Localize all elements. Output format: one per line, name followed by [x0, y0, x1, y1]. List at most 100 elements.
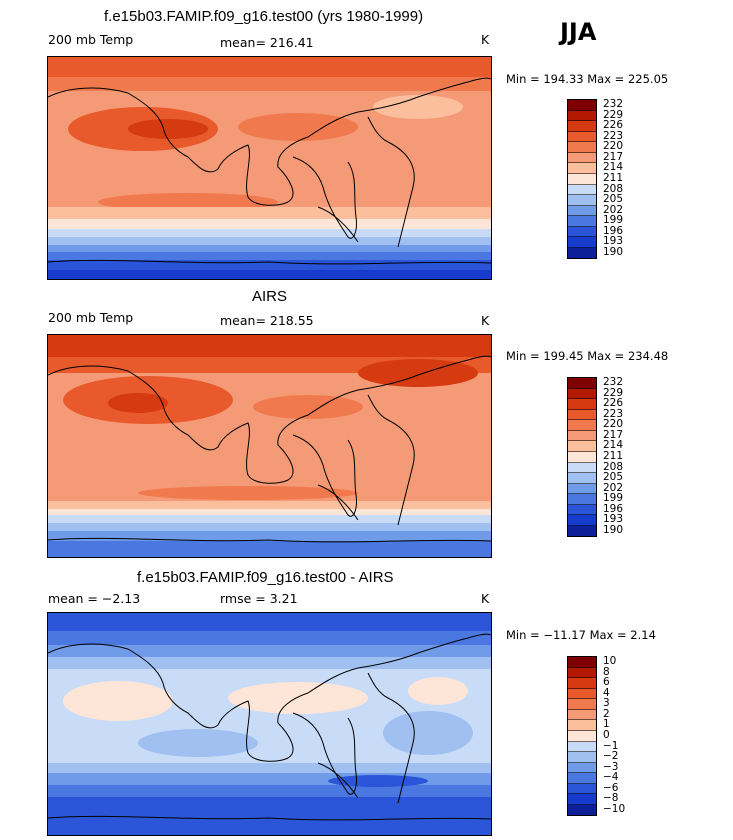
colorbar-label: 226: [603, 119, 624, 132]
panel2-variable-label: 200 mb Temp: [48, 310, 134, 325]
panel1-colorbar-swatch: [568, 152, 596, 164]
panel2-colorbar-swatch: [568, 525, 596, 537]
panel2-colorbar-swatch: [568, 441, 596, 452]
panel3-minmax: Min = −11.17 Max = 2.14: [506, 628, 656, 642]
colorbar-label: 217: [603, 428, 624, 441]
panel2-colorbar: [567, 377, 597, 538]
colorbar-label: 223: [603, 129, 624, 142]
colorbar-label: 211: [603, 449, 624, 462]
colorbar-label: 202: [603, 203, 624, 216]
panel3-colorbar-swatch: [568, 720, 596, 731]
colorbar-label: 229: [603, 108, 624, 121]
colorbar-label: 220: [603, 418, 624, 431]
colorbar-label: −4: [603, 771, 619, 784]
colorbar-label: 10: [603, 655, 617, 667]
colorbar-label: 2: [603, 707, 610, 720]
colorbar-label: 199: [603, 214, 624, 227]
colorbar-label: 217: [603, 150, 624, 163]
panel3-title: f.e15b03.FAMIP.f09_g16.test00 - AIRS: [137, 569, 394, 586]
panel2-colorbar-swatch: [568, 494, 596, 505]
panel1-mean-label: mean= 216.41: [220, 35, 314, 50]
panel2-colorbar-swatch: [568, 399, 596, 410]
colorbar-label: 193: [603, 513, 624, 526]
colorbar-label: 232: [603, 376, 624, 388]
colorbar-label: 205: [603, 471, 624, 484]
panel3-difference-map: [47, 612, 492, 836]
panel2-colorbar-swatch: [568, 430, 596, 442]
panel3-colorbar-swatch: [568, 709, 596, 721]
colorbar-label: 0: [603, 728, 610, 741]
panel2-colorbar-swatch: [568, 473, 596, 484]
panel3-colorbar-swatch: [568, 667, 596, 679]
panel3-colorbar-swatch: [568, 762, 596, 774]
panel3-unit-label: K: [481, 591, 490, 606]
colorbar-label: −1: [603, 739, 619, 752]
panel1-colorbar-swatch: [568, 173, 596, 185]
panel2-colorbar-labels: 232 229 226 223 220 217 214 211 208 205 …: [603, 377, 623, 535]
colorbar-label: 211: [603, 171, 624, 184]
colorbar-label: 3: [603, 697, 610, 710]
panel3-colorbar-swatch: [568, 752, 596, 763]
colorbar-label: −6: [603, 781, 619, 794]
panel1-colorbar-swatch: [568, 142, 596, 153]
panel1-model-temperature-map: [47, 56, 492, 280]
panel1-unit-label: K: [481, 32, 490, 47]
colorbar-label: 223: [603, 407, 624, 420]
colorbar-label: 229: [603, 386, 624, 399]
panel1-colorbar-swatch: [568, 216, 596, 227]
colorbar-label: 208: [603, 460, 624, 473]
colorbar-label: 190: [603, 523, 624, 536]
colorbar-label: 232: [603, 98, 624, 110]
panel3-mean-label: mean = −2.13: [48, 591, 141, 606]
colorbar-label: −3: [603, 760, 619, 773]
panel2-colorbar-swatch: [568, 420, 596, 431]
panel1-colorbar-swatch: [568, 195, 596, 206]
panel2-colorbar-swatch: [568, 515, 596, 526]
panel3-colorbar-swatch: [568, 688, 596, 700]
colorbar-label: 6: [603, 676, 610, 689]
panel2-colorbar-swatch: [568, 504, 596, 516]
panel1-variable-label: 200 mb Temp: [48, 32, 134, 47]
colorbar-label: 4: [603, 686, 610, 699]
panel1-colorbar-swatch: [568, 184, 596, 196]
colorbar-label: 199: [603, 492, 624, 505]
panel3-colorbar-swatch: [568, 773, 596, 784]
colorbar-label: 190: [603, 245, 624, 258]
panel1-colorbar-swatch: [568, 131, 596, 143]
colorbar-label: 214: [603, 161, 624, 174]
panel2-minmax: Min = 199.45 Max = 234.48: [506, 349, 669, 363]
panel2-colorbar-swatch: [568, 388, 596, 400]
colorbar-label: 220: [603, 140, 624, 153]
panel3-colorbar-swatch: [568, 657, 596, 668]
panel1-colorbar-swatch: [568, 247, 596, 259]
panel1-colorbar-swatch: [568, 110, 596, 122]
panel3-colorbar-labels: 10 8 6 4 3 2 1 0 −1 −2 −3 −4 −6 −8 −10: [603, 656, 625, 814]
panel3-colorbar-swatch: [568, 730, 596, 742]
panel1-colorbar: [567, 99, 597, 260]
panel1-colorbar-swatch: [568, 226, 596, 238]
panel1-colorbar-swatch: [568, 100, 596, 111]
colorbar-label: −10: [603, 802, 626, 815]
panel3-rmse-label: rmse = 3.21: [220, 591, 298, 606]
panel2-colorbar-swatch: [568, 462, 596, 474]
panel2-colorbar-swatch: [568, 409, 596, 421]
colorbar-label: 226: [603, 397, 624, 410]
colorbar-label: 196: [603, 224, 624, 237]
colorbar-label: 193: [603, 235, 624, 248]
colorbar-label: 205: [603, 193, 624, 206]
panel2-mean-label: mean= 218.55: [220, 313, 314, 328]
panel1-colorbar-labels: 232 229 226 223 220 217 214 211 208 205 …: [603, 99, 623, 257]
colorbar-label: 8: [603, 665, 610, 678]
panel1-colorbar-swatch: [568, 121, 596, 132]
panel3-colorbar-swatch: [568, 678, 596, 689]
colorbar-label: 1: [603, 718, 610, 731]
panel3-colorbar-swatch: [568, 794, 596, 805]
colorbar-label: 196: [603, 502, 624, 515]
panel2-title: AIRS: [252, 288, 288, 305]
panel2-airs-temperature-map: [47, 334, 492, 558]
colorbar-label: 208: [603, 182, 624, 195]
panel1-minmax: Min = 194.33 Max = 225.05: [506, 72, 669, 86]
panel3-colorbar-swatch: [568, 699, 596, 710]
panel2-colorbar-swatch: [568, 483, 596, 495]
panel1-title: f.e15b03.FAMIP.f09_g16.test00 (yrs 1980-…: [104, 8, 424, 25]
